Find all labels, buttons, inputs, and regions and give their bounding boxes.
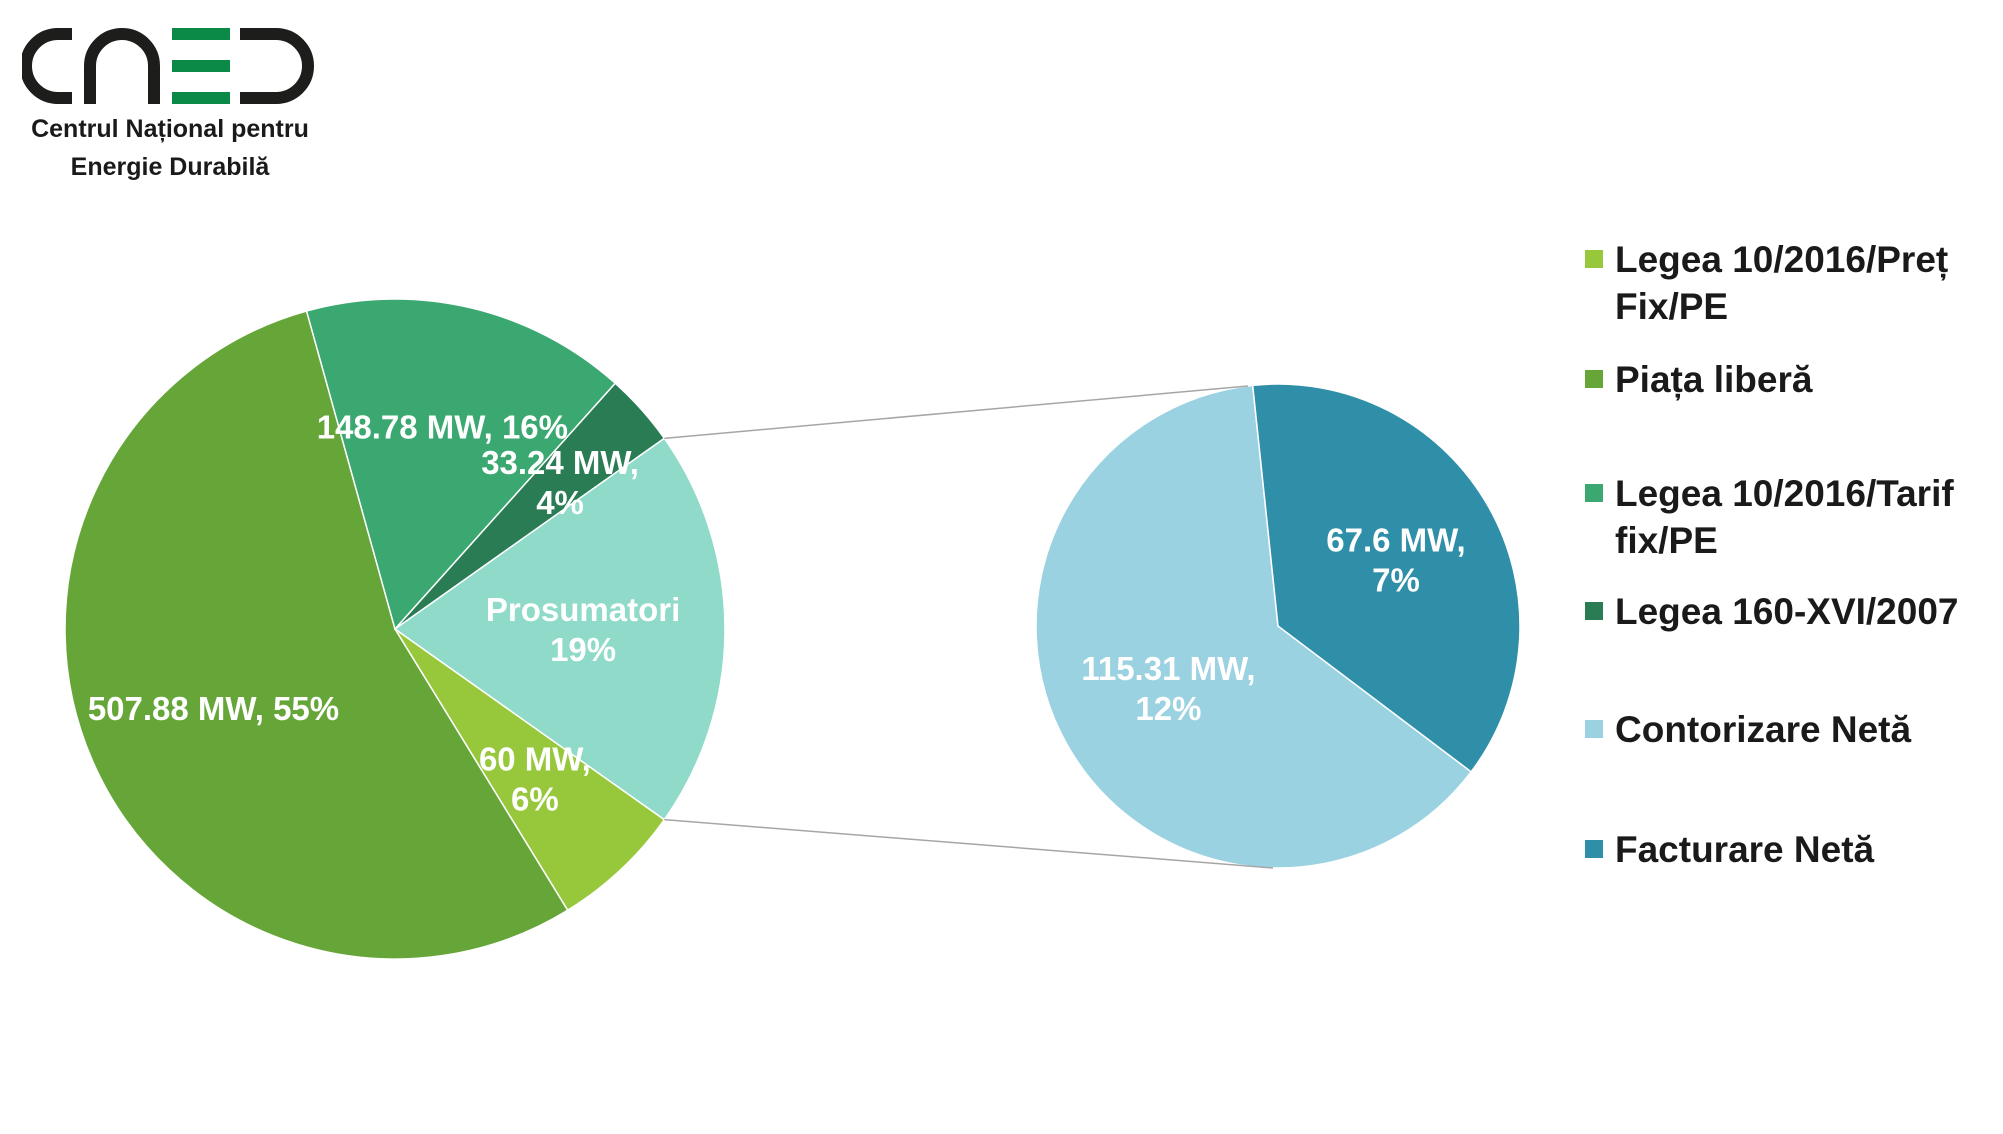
main-pie <box>64 298 726 960</box>
pie-slice-facturare-neta <box>1251 383 1521 773</box>
legend-item-contorizare-neta: Contorizare Netă <box>1585 706 1995 753</box>
legend-label: Legea 160-XVI/2007 <box>1615 591 1959 632</box>
legend-label: Piața liberă <box>1615 359 1813 400</box>
legend-swatch <box>1585 840 1603 858</box>
legend-swatch <box>1585 370 1603 388</box>
legend-swatch <box>1585 720 1603 738</box>
cned-logo-mark <box>22 28 314 104</box>
cned-logo: Centrul Național pentru Energie Durabilă <box>22 28 322 186</box>
legend-swatch <box>1585 250 1603 268</box>
legend-item-legea-10-2016-tarif-fix-pe: Legea 10/2016/Tarif fix/PE <box>1585 470 1995 564</box>
logo-title-line1: Centrul Național pentru <box>31 115 309 143</box>
pie-connector-lines <box>664 385 1274 869</box>
slice-label-prosumatori: Prosumatori 19% <box>486 591 680 668</box>
secondary-pie <box>1035 383 1521 869</box>
connector-line-top <box>664 385 1249 440</box>
pie-slice-legea-10-2016-tarif-fix-pe <box>305 298 617 631</box>
pie-slice-contorizare-neta <box>1035 384 1473 869</box>
legend-swatch <box>1585 484 1603 502</box>
slice-label-legea-10-2016-pret-fix-pe: 60 MW, 6% <box>479 740 591 817</box>
legend-item-piata-libera: Piața liberă <box>1585 356 1995 403</box>
slice-label-legea-10-2016-tarif-fix-pe: 148.78 MW, 16% <box>317 409 568 446</box>
slice-label-facturare-neta: 67.6 MW, 7% <box>1326 521 1465 598</box>
legend-item-legea-10-2016-pret-fix-pe: Legea 10/2016/Preț Fix/PE <box>1585 236 1995 330</box>
pie-slice-prosumatori <box>393 437 726 821</box>
legend-label: Facturare Netă <box>1615 829 1875 870</box>
legend-swatch <box>1585 602 1603 620</box>
slice-label-piata-libera: 507.88 MW, 55% <box>88 690 339 727</box>
legend-item-legea-160-xvi-2007: Legea 160-XVI/2007 <box>1585 588 1995 635</box>
slice-label-legea-160-xvi-2007: 33.24 MW, 4% <box>481 444 639 521</box>
logo-title-line2: Energie Durabilă <box>70 153 270 181</box>
slice-labels: 60 MW, 6% 507.88 MW, 55% 148.78 MW, 16%33.2… <box>88 409 1466 818</box>
slice-label-contorizare-neta: 115.31 MW, 12% <box>1081 650 1255 727</box>
pie-slice-piata-libera <box>64 310 569 960</box>
pie-slice-legea-10-2016-pret-fix-pe <box>394 628 666 912</box>
legend-label: Contorizare Netă <box>1615 709 1912 750</box>
legend-item-facturare-neta: Facturare Netă <box>1585 826 1995 873</box>
legend-label: Legea 10/2016/Tarif fix/PE <box>1615 473 1954 561</box>
legend-label: Legea 10/2016/Preț Fix/PE <box>1615 239 1949 327</box>
connector-line-bottom <box>664 818 1274 869</box>
